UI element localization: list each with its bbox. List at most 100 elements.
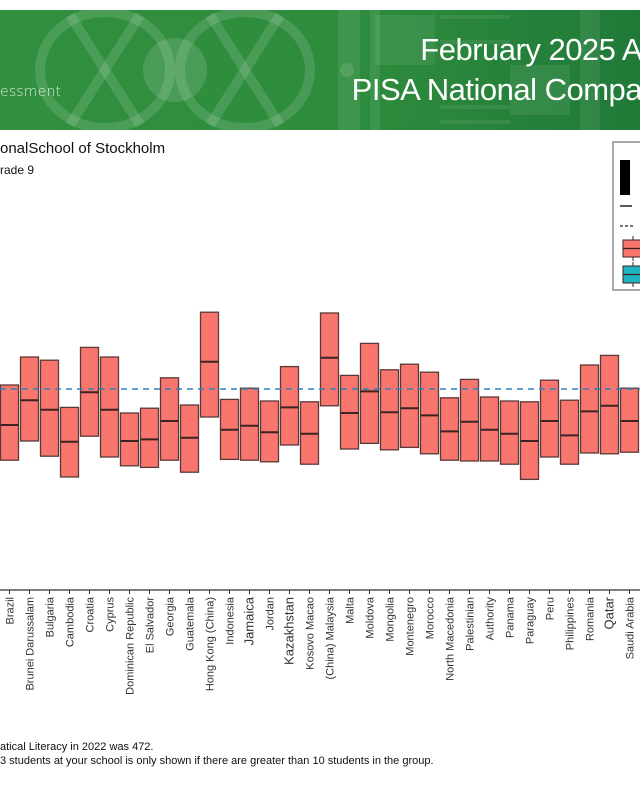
x-tick-label: Palestinian — [465, 597, 477, 651]
x-tick-label: Paraguay — [525, 597, 537, 645]
x-tick-label: Romania — [585, 596, 597, 641]
box-jordan — [259, 400, 280, 463]
box-china-malaysia — [319, 312, 340, 407]
box-iqr — [319, 312, 340, 407]
x-axis-labels: Brazil Brunei Darussalam Bulgaria Cambodia C… — [5, 596, 637, 695]
box-malta — [339, 374, 360, 450]
x-tick-label: Peru — [545, 597, 557, 620]
box-cyprus — [99, 356, 120, 458]
box-iqr — [359, 342, 380, 445]
report-title-date: February 2025 A — [420, 32, 640, 67]
box-iqr — [0, 384, 20, 461]
x-tick-label: Georgia — [165, 596, 177, 636]
header-decoration — [35, 10, 600, 130]
box-bulgaria — [39, 359, 60, 457]
grade-label: rade 9 — [0, 163, 35, 177]
box-iqr — [159, 377, 180, 461]
x-tick-label: North Macedonia — [445, 596, 457, 681]
x-tick-label: Jordan — [265, 597, 277, 631]
box-peru — [539, 379, 560, 458]
box-el-salvador — [139, 407, 160, 469]
legend-teal-box-icon — [622, 262, 640, 287]
box-iqr — [239, 387, 260, 461]
x-tick-label: (China) Malaysia — [325, 596, 337, 679]
box-cambodia — [59, 406, 80, 478]
legend-black-bar-icon — [620, 160, 630, 195]
x-tick-label: Qatar — [602, 596, 617, 629]
box-iqr — [579, 364, 600, 454]
header-subtitle: essment — [0, 84, 62, 100]
box-iqr — [99, 356, 120, 458]
box-iqr — [539, 379, 560, 458]
school-name: onalSchool of Stockholm — [0, 140, 166, 157]
x-tick-label: Jamaica — [242, 596, 257, 645]
box-iqr — [119, 412, 140, 467]
x-tick-label: Dominican Republic — [125, 597, 137, 695]
x-tick-label: Malta — [345, 596, 357, 624]
box-brunei-darussalam — [19, 356, 40, 442]
x-tick-label: Brunei Darussalam — [25, 597, 37, 691]
x-tick-label: Mongolia — [385, 596, 397, 642]
x-tick-label: Bulgaria — [45, 596, 57, 637]
x-tick-label: Cambodia — [65, 596, 77, 647]
box-iqr — [599, 354, 620, 455]
box-iqr — [559, 399, 580, 465]
x-tick-label: Authority — [485, 597, 497, 641]
box-iqr — [39, 359, 60, 457]
box-mongolia — [379, 369, 400, 451]
x-tick-label: El Salvador — [145, 597, 157, 654]
x-tick-label: Morocco — [425, 597, 437, 639]
box-jamaica — [239, 387, 260, 461]
box-paraguay — [519, 401, 540, 481]
report-title: PISA National Compa — [351, 72, 640, 107]
box-kazakhstan — [279, 365, 300, 446]
box-dominican-republic — [119, 412, 140, 467]
box-croatia — [79, 346, 100, 437]
report-header-banner: essment February 2025 A PISA National Co… — [0, 10, 640, 130]
box-palestinian — [459, 378, 480, 462]
box-iqr — [419, 371, 440, 455]
x-axis-ticks — [9, 590, 630, 594]
x-tick-label: Croatia — [85, 596, 97, 632]
boxes-layer — [0, 311, 640, 481]
box-kosovo-macao — [299, 401, 320, 465]
box-philippines — [559, 399, 580, 465]
x-tick-label: Cyprus — [105, 597, 117, 632]
box-indonesia — [219, 398, 240, 461]
x-tick-label: Indonesia — [225, 596, 237, 645]
x-tick-label: Guatemala — [185, 596, 197, 651]
x-tick-label: Montenegro — [405, 597, 417, 656]
box-iqr — [19, 356, 40, 442]
box-moldova — [359, 342, 380, 445]
x-tick-label: Moldova — [365, 596, 377, 638]
legend-red-box-icon — [622, 236, 640, 261]
box-iqr — [459, 378, 480, 462]
box-iqr — [439, 397, 460, 461]
box-romania — [579, 364, 600, 454]
box-iqr — [279, 365, 300, 446]
box-qatar — [599, 354, 620, 455]
chart-legend — [612, 141, 640, 291]
box-authority — [479, 396, 500, 462]
box-montenegro — [399, 363, 420, 449]
x-tick-label: Hong Kong (China) — [205, 597, 217, 691]
x-tick-label: Philippines — [565, 597, 577, 651]
box-panama — [499, 400, 520, 465]
x-tick-label: Kazakhstan — [282, 597, 297, 665]
box-hong-kong-china — [199, 311, 220, 418]
box-brazil — [0, 384, 20, 461]
box-iqr — [379, 369, 400, 451]
box-north-macedonia — [439, 397, 460, 461]
box-morocco — [419, 371, 440, 455]
box-guatemala — [179, 404, 200, 473]
box-georgia — [159, 377, 180, 461]
box-saudi-arabia — [619, 387, 640, 453]
x-tick-label: Brazil — [5, 597, 17, 625]
x-tick-label: Panama — [505, 596, 517, 638]
footnote-mean: atical Literacy in 2022 was 472. — [0, 741, 154, 753]
x-tick-label: Kosovo Macao — [305, 597, 317, 670]
x-tick-label: Saudi Arabia — [625, 596, 637, 659]
box-iqr — [399, 363, 420, 449]
box-iqr — [139, 407, 160, 469]
